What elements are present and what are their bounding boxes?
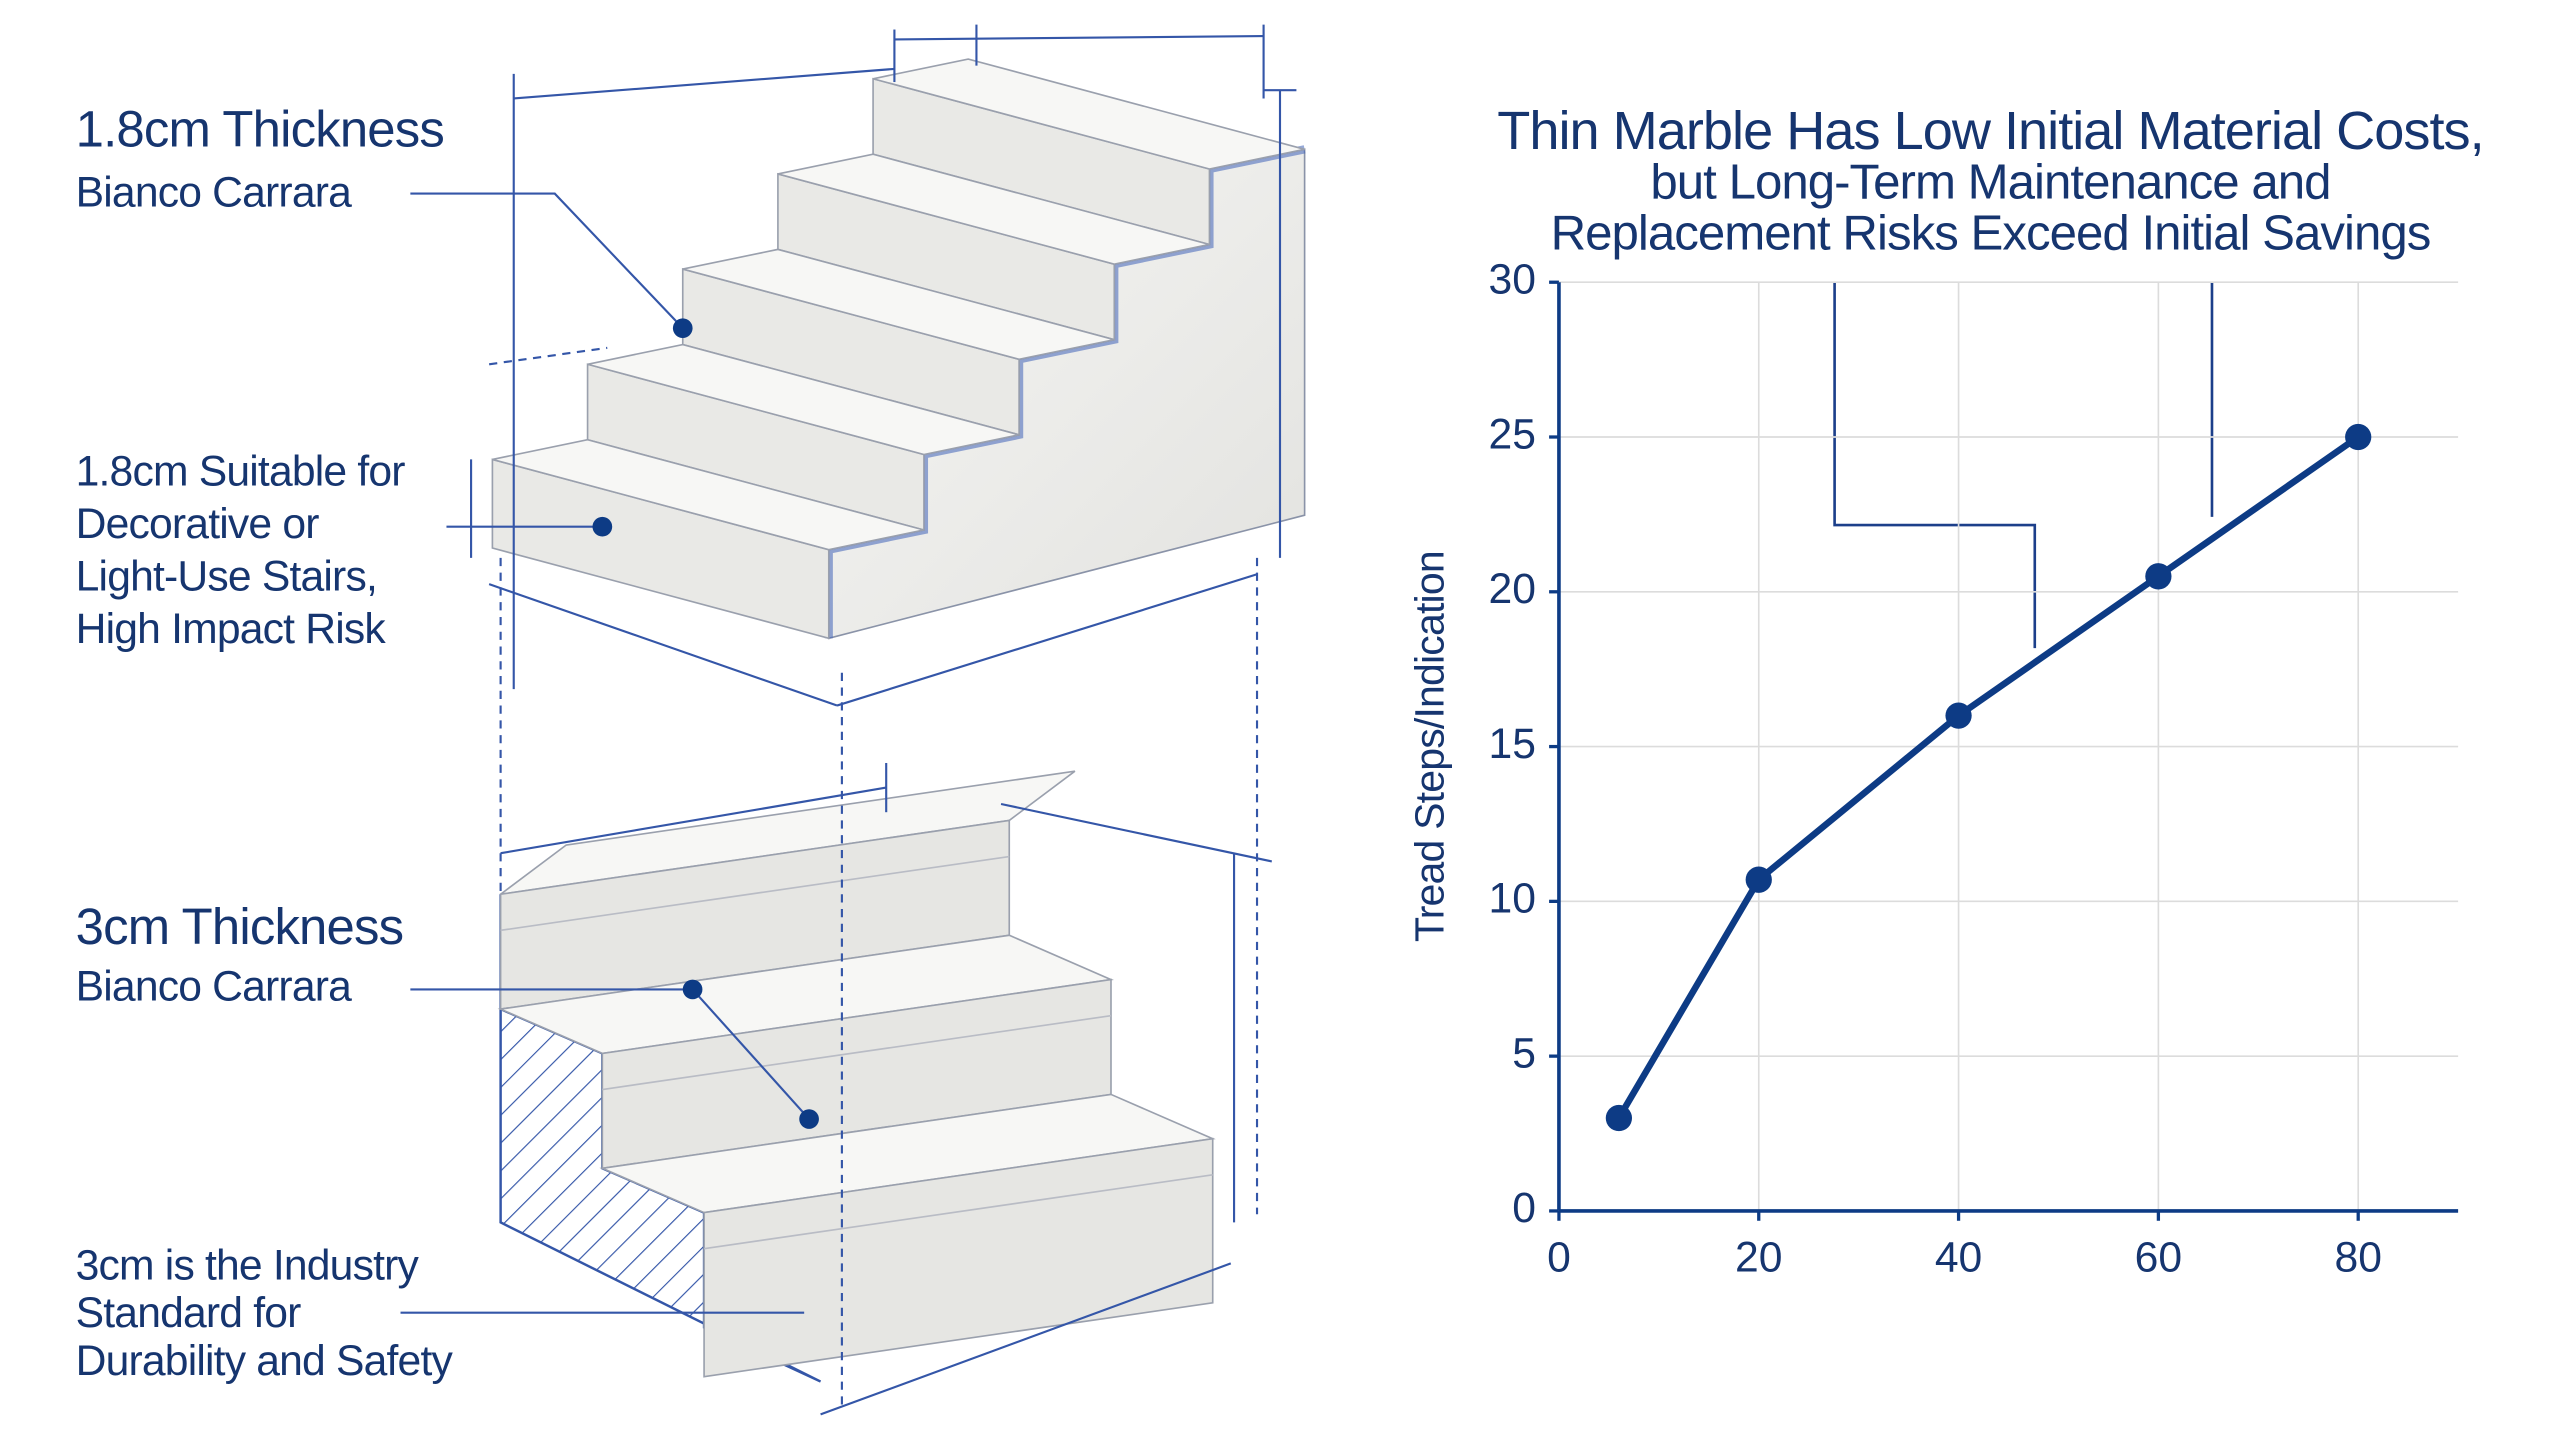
data-line [1615, 434, 2361, 1120]
data-point [1745, 866, 1772, 893]
y-axis-label: Tread Steps/Indication [1406, 551, 1452, 942]
label-note: Standard for [76, 1289, 302, 1337]
tread [587, 343, 1020, 456]
nosing [500, 855, 1010, 932]
x-tick-label: 60 [2135, 1233, 2182, 1281]
y-tick-label: 10 [1489, 875, 1536, 923]
y-tick-label: 5 [1512, 1029, 1536, 1077]
data-point [1945, 702, 1972, 729]
label-title: 3cm Thickness [76, 898, 404, 955]
label-note: High Impact Risk [76, 605, 387, 653]
nosing [703, 1174, 1213, 1250]
data-point [2345, 423, 2372, 451]
y-tick-label: 30 [1489, 255, 1536, 303]
tread [872, 58, 1305, 170]
line-chart: Thin Marble Has Low Initial Material Cos… [1406, 101, 2484, 1282]
data-point [2145, 563, 2172, 590]
label-title: 1.8cm Thickness [76, 100, 444, 157]
y-tick-label: 25 [1489, 410, 1536, 458]
chart-title: Thin Marble Has Low Initial Material Cos… [1497, 101, 2483, 161]
chart-title: Replacement Risks Exceed Initial Savings [1551, 205, 2431, 260]
stair-drawings [491, 58, 1306, 1383]
labels: 1.8cm Thickness Bianco Carrara 3cm Thick… [76, 100, 445, 1011]
x-tick-label: 0 [1547, 1233, 1571, 1281]
label-subtitle: Bianco Carrara [76, 963, 352, 1011]
chart-title: but Long-Term Maintenance and [1650, 154, 2330, 209]
dimension-lines [470, 24, 1297, 1416]
x-tick-label: 80 [2334, 1233, 2381, 1281]
label-note: Light-Use Stairs, [76, 552, 377, 600]
x-tick-label: 20 [1735, 1233, 1782, 1281]
label-note: 3cm is the Industry [76, 1242, 420, 1290]
x-tick-label: 40 [1935, 1233, 1982, 1281]
nosing [602, 1014, 1112, 1091]
label-subtitle: Bianco Carrara [76, 169, 352, 217]
label-note: Decorative or [76, 500, 320, 548]
tread [777, 153, 1210, 266]
tread [682, 248, 1115, 361]
tread [492, 438, 925, 551]
data-point [1605, 1104, 1633, 1132]
y-tick-label: 0 [1512, 1184, 1536, 1232]
label-note: Durability and Safety [76, 1337, 454, 1385]
y-tick-label: 20 [1489, 565, 1536, 613]
chart-brackets [1833, 282, 2214, 649]
label-note: 1.8cm Suitable for [76, 447, 406, 495]
y-tick-label: 15 [1489, 720, 1536, 768]
callouts [400, 192, 819, 1314]
